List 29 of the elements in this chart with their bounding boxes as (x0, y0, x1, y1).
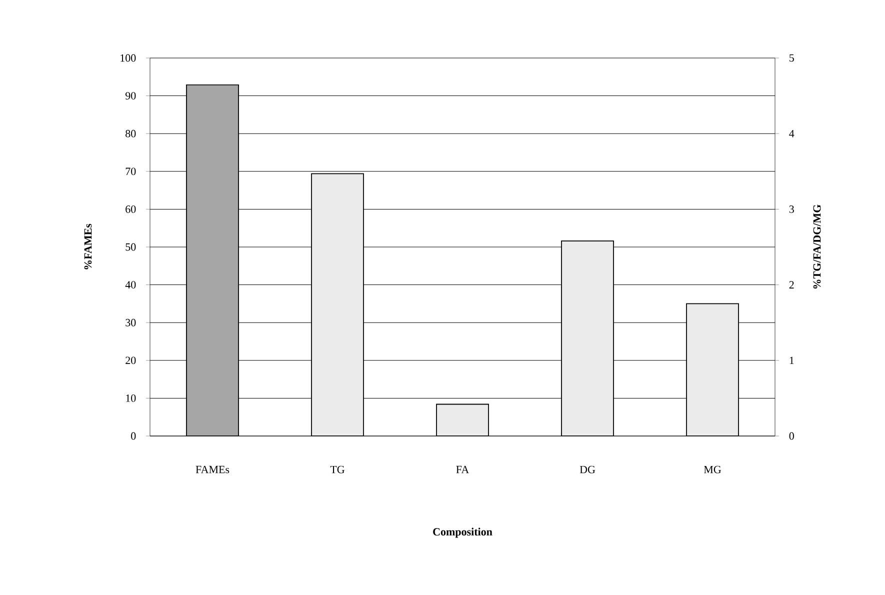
y-tick-label: 30 (126, 318, 136, 326)
y2-axis-title: %TG/FA/DG/MG (813, 204, 821, 289)
y2-tick-label: 5 (790, 54, 794, 62)
bar (311, 173, 364, 436)
y-tick-label: 40 (125, 281, 136, 289)
y-tick-label: 0 (131, 432, 136, 440)
x-tick-label: MG (704, 466, 722, 474)
y-tick-label: 20 (126, 356, 136, 364)
y2-tick-label: 2 (789, 281, 794, 288)
y-axis-title: %FAMEs (84, 224, 92, 270)
y-tick-label: 80 (126, 130, 136, 138)
bar (686, 303, 739, 436)
x-tick-label: TG (330, 466, 344, 474)
x-tick-label: DG (580, 466, 596, 474)
y2-tick-label: 1 (790, 356, 794, 364)
x-tick-label: FA (456, 466, 470, 474)
bar (436, 404, 489, 436)
x-tick-label: FAMEs (196, 466, 230, 474)
y-tick-label: 90 (125, 92, 136, 100)
y2-tick-label: 4 (789, 130, 794, 138)
y2-tick-label: 0 (789, 432, 794, 440)
x-axis-title: Composition (433, 528, 492, 538)
y-tick-label: 10 (126, 394, 136, 402)
y-tick-label: 60 (126, 205, 136, 213)
y-tick-label: 50 (126, 243, 136, 251)
y2-tick-label: 3 (789, 206, 794, 213)
y-tick-label: 100 (120, 54, 136, 62)
bar (561, 240, 614, 436)
y-tick-label: 70 (126, 168, 136, 176)
